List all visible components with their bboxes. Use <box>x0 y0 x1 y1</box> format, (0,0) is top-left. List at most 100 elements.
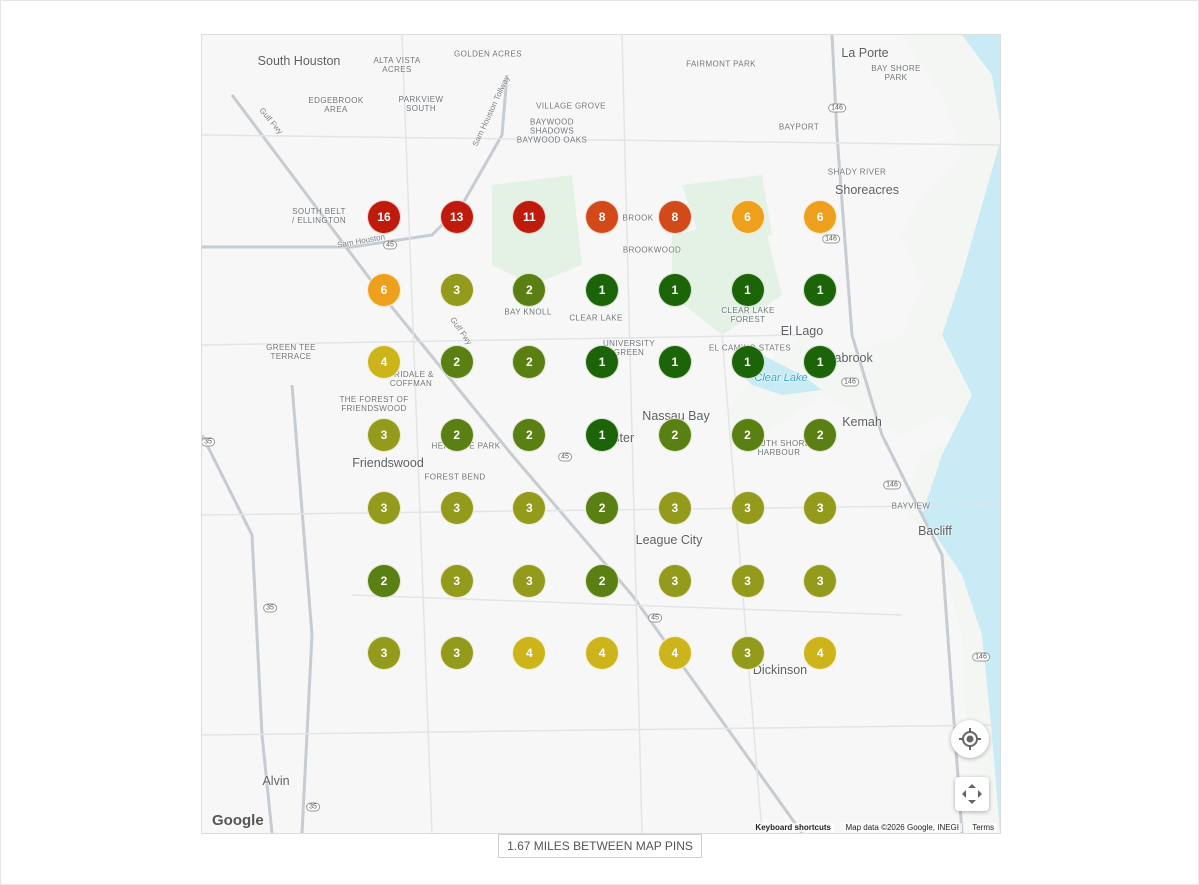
area-label: BAYPORT <box>778 122 820 132</box>
highway-shield: 45 <box>558 452 572 462</box>
map[interactable]: South Houston La Porte Shoreacres El Lago Se… <box>201 34 1001 834</box>
keyboard-shortcuts[interactable]: Keyboard shortcuts <box>752 823 834 832</box>
rank-pin[interactable]: 3 <box>730 490 765 525</box>
rank-pin[interactable]: 3 <box>730 636 765 671</box>
rank-pin[interactable]: 3 <box>730 563 765 598</box>
area-label: UNIVERSITY GREEN <box>602 339 656 357</box>
highway-shield: 35 <box>306 802 320 812</box>
rank-pin[interactable]: 13 <box>439 200 474 234</box>
place-label: Friendswood <box>352 456 424 470</box>
rank-pin[interactable]: 3 <box>439 636 474 671</box>
rank-pin[interactable]: 3 <box>367 490 401 525</box>
area-label: FOREST BEND <box>424 472 486 482</box>
area-label: THE FOREST OF FRIENDSWOOD <box>339 395 409 413</box>
rank-pin[interactable]: 3 <box>439 563 474 598</box>
my-location-button[interactable] <box>951 720 989 758</box>
place-label: Kemah <box>842 415 882 429</box>
rank-pin[interactable]: 3 <box>439 272 474 307</box>
rank-pin[interactable]: 4 <box>512 636 547 671</box>
area-label: CLEAR LAKE FOREST <box>721 306 775 324</box>
rank-pin[interactable]: 3 <box>512 563 547 598</box>
rank-pin[interactable]: 3 <box>512 490 547 525</box>
rank-pin[interactable]: 4 <box>585 636 620 671</box>
highway-shield: 146 <box>972 652 990 662</box>
highway-shield: 45 <box>648 613 662 623</box>
highway-shield: 146 <box>883 480 901 490</box>
area-label: PARKVIEW SOUTH <box>398 95 444 113</box>
area-label: SHADY RIVER <box>827 167 887 177</box>
rank-pin[interactable]: 8 <box>585 200 620 234</box>
rank-pin[interactable]: 1 <box>803 272 838 307</box>
rank-pin[interactable]: 4 <box>803 636 838 671</box>
pin-distance-button[interactable]: 1.67 MILES BETWEEN MAP PINS <box>498 834 702 858</box>
rank-pin[interactable]: 2 <box>730 418 765 453</box>
rank-pin[interactable]: 1 <box>730 272 765 307</box>
rank-pin[interactable]: 2 <box>657 418 692 453</box>
rank-pin[interactable]: 8 <box>657 200 692 234</box>
rank-pin[interactable]: 3 <box>803 563 838 598</box>
land <box>722 35 1000 833</box>
rank-pin[interactable]: 6 <box>803 200 838 234</box>
rank-pin[interactable]: 2 <box>803 418 838 453</box>
area-label: ALTA VISTA ACRES <box>373 56 421 74</box>
area-label: EDGEBROOK AREA <box>308 96 364 114</box>
rank-pin[interactable]: 6 <box>730 200 765 234</box>
terms-link[interactable]: Terms <box>969 823 997 832</box>
area-label: GREEN TEE TERRACE <box>266 343 316 361</box>
area-label: BAY KNOLL <box>504 307 552 317</box>
bay <box>922 35 1000 833</box>
highway-shield: 146 <box>828 103 846 113</box>
rank-pin[interactable]: 2 <box>585 490 620 525</box>
rank-pin[interactable]: 2 <box>512 418 547 453</box>
rank-pin[interactable]: 1 <box>657 345 692 380</box>
rank-pin[interactable]: 1 <box>585 345 620 380</box>
rank-pin[interactable]: 2 <box>512 272 547 307</box>
place-label: South Houston <box>257 54 341 68</box>
rank-pin[interactable]: 4 <box>657 636 692 671</box>
rank-pin[interactable]: 2 <box>439 418 474 453</box>
place-label: Dickinson <box>752 663 808 677</box>
area-label: BAYVIEW <box>891 501 931 511</box>
attribution: Map data ©2026 Google, INEGI <box>842 823 962 832</box>
area-label: BAY SHORE PARK <box>871 64 921 82</box>
rank-pin[interactable]: 1 <box>585 418 620 453</box>
area-label: SOUTH BELT / ELLINGTON <box>291 207 347 225</box>
highway-shield: 35 <box>202 437 215 447</box>
rank-pin[interactable]: 4 <box>367 345 401 380</box>
rank-pin[interactable]: 6 <box>367 272 401 307</box>
rank-pin[interactable]: 1 <box>730 345 765 380</box>
rank-pin[interactable]: 2 <box>585 563 620 598</box>
google-logo: Google <box>212 812 264 829</box>
place-label: El Lago <box>780 324 824 338</box>
rank-pin[interactable]: 3 <box>367 418 401 453</box>
rank-pin[interactable]: 3 <box>657 490 692 525</box>
area-label: BRIDALE & COFFMAN <box>388 370 434 388</box>
rank-pin[interactable]: 2 <box>512 345 547 380</box>
area-label: BAYWOOD SHADOWS BAYWOOD OAKS <box>516 117 588 145</box>
highway-shield: 146 <box>822 234 840 244</box>
highways <box>202 35 964 833</box>
rank-pin[interactable]: 11 <box>512 200 547 234</box>
area-label: VILLAGE GROVE <box>536 101 606 111</box>
highway-shield: 146 <box>841 377 859 387</box>
rank-pin[interactable]: 2 <box>367 563 401 598</box>
area-label: CLEAR LAKE <box>569 313 623 323</box>
place-label: League City <box>635 533 703 547</box>
rank-pin[interactable]: 1 <box>585 272 620 307</box>
rank-pin[interactable]: 3 <box>439 490 474 525</box>
rank-pin[interactable]: 3 <box>367 636 401 671</box>
rank-pin[interactable]: 3 <box>657 563 692 598</box>
place-label: Alvin <box>262 774 290 788</box>
rank-pin[interactable]: 3 <box>803 490 838 525</box>
water-label: Clear Lake <box>754 372 808 384</box>
icon <box>962 784 982 804</box>
rank-pin[interactable]: 2 <box>439 345 474 380</box>
area-label: FAIRMONT PARK <box>686 59 756 69</box>
camera-control[interactable] <box>955 777 989 811</box>
rank-pin[interactable]: 1 <box>657 272 692 307</box>
rank-pin[interactable]: 16 <box>367 200 401 234</box>
rank-pin[interactable]: 1 <box>803 345 838 380</box>
place-label: Bacliff <box>918 524 952 538</box>
area-label: BROOK <box>622 213 654 223</box>
